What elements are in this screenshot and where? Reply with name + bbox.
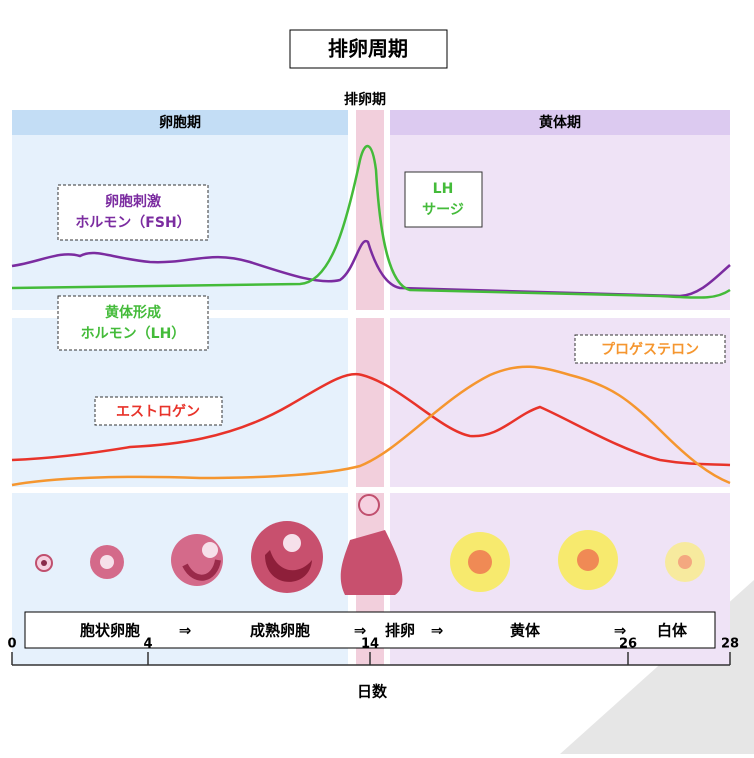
title-box [289, 29, 448, 69]
stage: ⇒ [179, 622, 192, 640]
label-box [404, 171, 483, 228]
title: 排卵周期 [328, 37, 408, 61]
phase-bar [12, 110, 348, 135]
stages: 胞状卵胞 ⇒ 成熟卵胞 ⇒ 排卵 ⇒ 黄体 ⇒ 白体 [79, 622, 688, 640]
fsh-label: ホルモン（FSH） [75, 215, 190, 231]
axis: 0 4 14 26 28 [7, 637, 739, 665]
stage: 成熟卵胞 [250, 622, 310, 640]
estrogen-label: エストロゲン [116, 403, 200, 420]
stage: ⇒ [614, 622, 627, 640]
x-tick-label: 28 [721, 637, 739, 652]
lh-surge-label: サージ [422, 202, 464, 218]
x-tick-label: 26 [619, 637, 637, 652]
stage: 排卵 [385, 622, 415, 640]
label-box [57, 184, 209, 241]
phase-bar [390, 110, 730, 135]
lh-label: 黄体形成 [105, 304, 161, 321]
x-tick-label: 0 [7, 637, 16, 652]
label-box [94, 396, 223, 426]
ovulation-label: 排卵期 [344, 91, 386, 108]
progesterone-label: プロゲステロン [601, 341, 699, 358]
progesterone-curve [11, 365, 731, 487]
stage: 黄体 [510, 622, 541, 640]
phase-label: 卵胞期 [159, 114, 201, 131]
label-box [57, 295, 209, 351]
label-box [574, 334, 726, 364]
stage: ⇒ [354, 622, 367, 640]
fsh-curve [11, 239, 731, 298]
estrogen-curve [11, 372, 731, 467]
stage: 白体 [657, 622, 688, 640]
stage: 胞状卵胞 [79, 622, 140, 640]
cells [35, 494, 705, 595]
lh-label: ホルモン（LH） [81, 326, 186, 342]
lh-curve [11, 145, 731, 299]
fsh-label: 卵胞刺激 [105, 193, 161, 210]
x-tick-label: 4 [143, 637, 152, 652]
divider [12, 487, 730, 493]
divider [12, 310, 730, 318]
x-axis-label: 日数 [357, 683, 388, 701]
stage-box [24, 611, 716, 649]
stage: ⇒ [431, 622, 444, 640]
lh-surge-label: LH [433, 181, 454, 197]
phase-label: 黄体期 [539, 114, 581, 131]
x-tick-label: 14 [361, 637, 379, 652]
